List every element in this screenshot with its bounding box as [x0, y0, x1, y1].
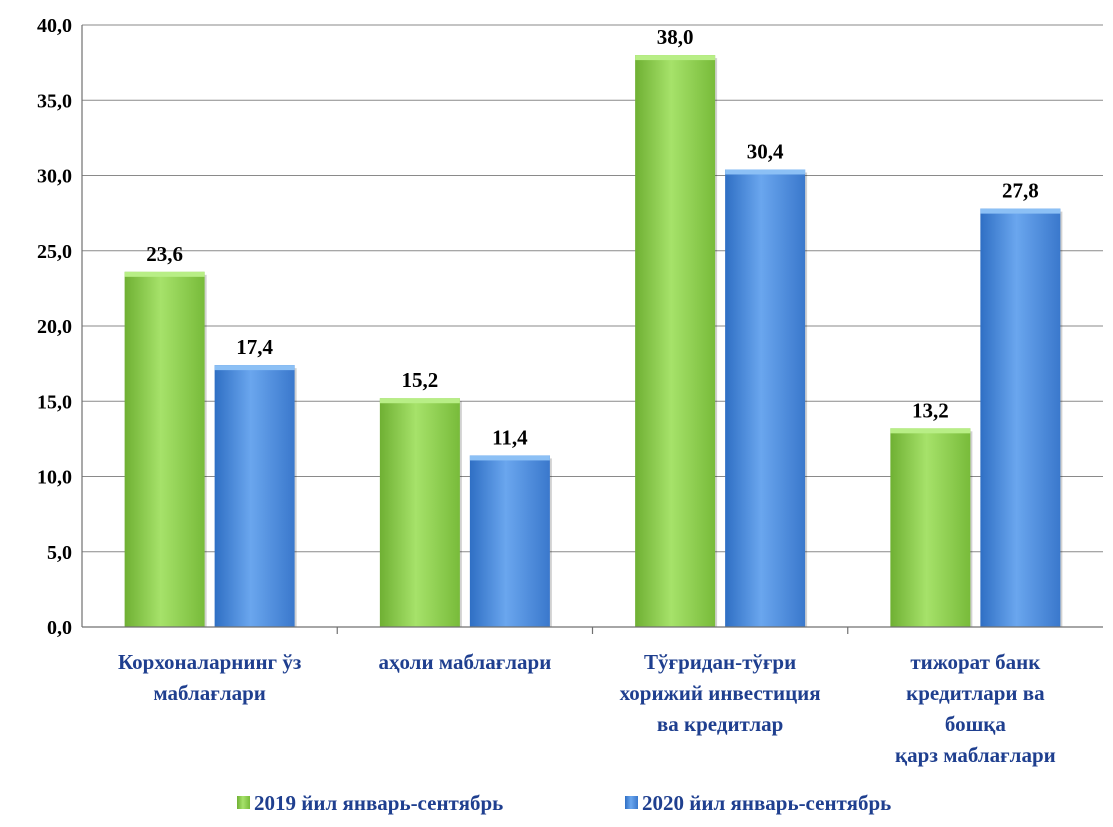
legend: 2019 йил январь-сентябрь 2020 йил январь-…	[237, 791, 891, 815]
bar-top-highlight	[635, 55, 716, 61]
y-tick-label: 20,0	[37, 316, 72, 338]
x-tick-label: тижорат банк кредитлари ва бошқа қарз мабла…	[895, 650, 1056, 767]
x-tick-label-line: Тўғридан-тўғри	[644, 650, 796, 674]
y-tick-label: 10,0	[37, 467, 72, 489]
data-label: 13,2	[912, 398, 949, 422]
bar-top-highlight	[980, 208, 1061, 214]
data-label: 23,6	[146, 242, 183, 266]
bar-top-highlight	[469, 455, 550, 461]
bar-top-highlight	[379, 398, 460, 404]
y-tick-label: 5,0	[47, 542, 72, 564]
data-label: 27,8	[1002, 179, 1039, 203]
x-tick-label-line: қарз маблағлари	[895, 743, 1056, 767]
y-tick-label: 40,0	[37, 15, 72, 37]
bar	[379, 398, 460, 627]
bar-top-highlight	[890, 428, 971, 434]
bar	[890, 428, 971, 627]
y-tick-label: 15,0	[37, 391, 72, 413]
bar	[469, 455, 550, 627]
y-tick-label: 25,0	[37, 241, 72, 263]
y-tick-label: 30,0	[37, 166, 72, 188]
bar-top-highlight	[124, 271, 205, 277]
bar	[214, 365, 295, 627]
x-tick-label: Тўғридан-тўғри хорижий инвестиция ва креди…	[620, 650, 821, 736]
category-labels: Корхоналарнинг ўз маблағлари аҳоли маблағл…	[118, 650, 1056, 767]
data-label: 38,0	[657, 25, 694, 49]
bar	[725, 169, 806, 628]
bars	[124, 55, 1063, 628]
x-tick-label: аҳоли маблағлари	[378, 650, 551, 674]
bar	[124, 271, 205, 627]
x-tick-label-line: бошқа	[945, 712, 1007, 736]
x-tick-label-line: Корхоналарнинг ўз	[118, 650, 301, 674]
x-tick-label-line: кредитлари ва	[906, 681, 1045, 705]
legend-label: 2019 йил январь-сентябрь	[254, 791, 503, 815]
x-tick-label-line: маблағлари	[153, 681, 266, 705]
y-axis-ticks: 0,0 5,0 10,0 15,0 20,0 25,0 30,0 35,0 40,0	[37, 15, 72, 639]
data-label: 30,4	[747, 139, 784, 163]
data-label: 17,4	[236, 335, 273, 359]
data-label: 15,2	[402, 368, 439, 392]
x-tick-label-line: тижорат банк	[910, 650, 1041, 674]
x-tick-label-line: хорижий инвестиция	[620, 681, 821, 705]
bar-top-highlight	[214, 365, 295, 371]
y-tick-label: 0,0	[47, 617, 72, 639]
value-labels: 23,6 17,4 15,2 11,4 38,0 30,4 13,2 27,8	[146, 25, 1039, 449]
data-label: 11,4	[492, 425, 528, 449]
x-tick-label: Корхоналарнинг ўз маблағлари	[118, 650, 301, 705]
legend-swatch	[625, 796, 638, 809]
x-tick-label-line: аҳоли маблағлари	[378, 650, 551, 674]
legend-label: 2020 йил январь-сентябрь	[642, 791, 891, 815]
y-tick-label: 35,0	[37, 90, 72, 112]
bar	[635, 55, 716, 628]
legend-swatch	[237, 796, 250, 809]
axes	[81, 25, 1103, 634]
bar-top-highlight	[725, 169, 806, 175]
bar	[980, 208, 1061, 628]
x-tick-label-line: ва кредитлар	[657, 712, 783, 736]
